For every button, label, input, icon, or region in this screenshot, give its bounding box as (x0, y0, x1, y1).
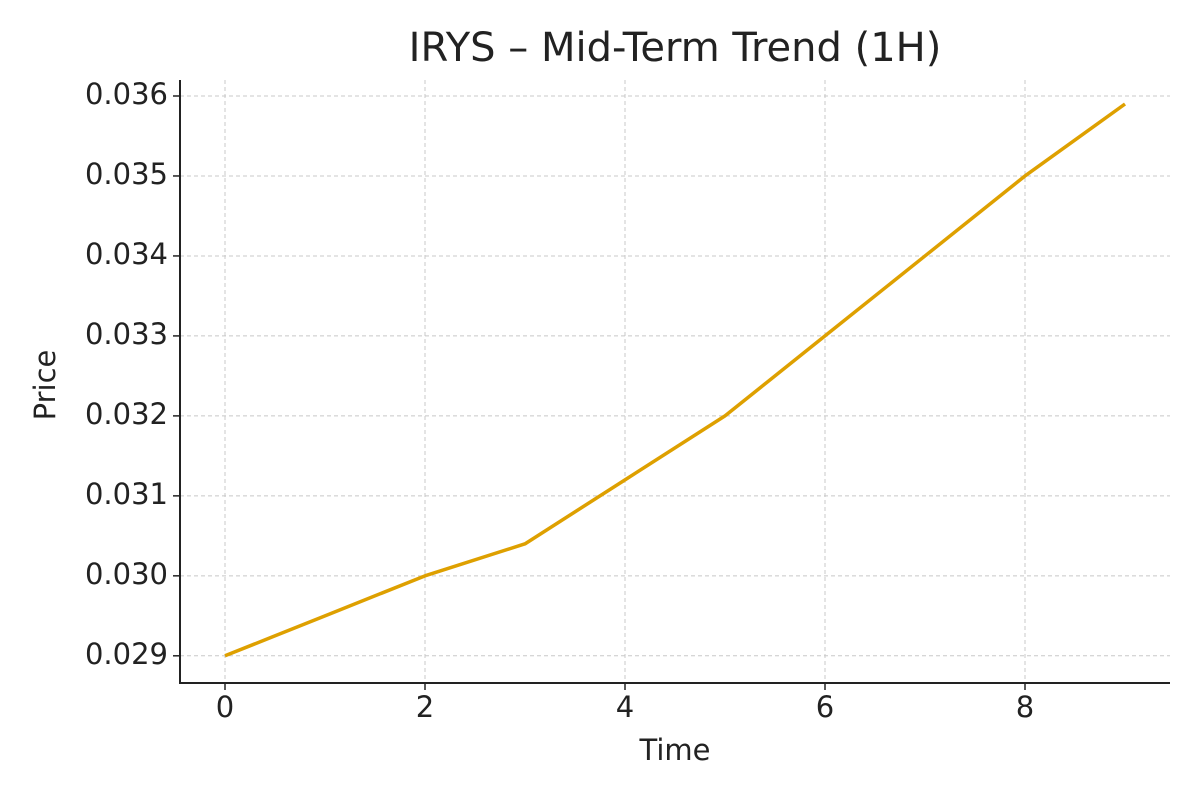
y-tick-label: 0.031 (85, 477, 168, 511)
y-tick-label: 0.029 (85, 637, 168, 671)
y-tick-label: 0.032 (85, 397, 168, 431)
y-tick-label: 0.036 (85, 77, 168, 111)
data-line (224, 102, 1127, 658)
x-axis-label: Time (639, 733, 711, 767)
y-tick-label: 0.035 (85, 157, 168, 191)
y-tick-label: 0.033 (85, 317, 168, 351)
x-tick-label: 8 (1016, 690, 1034, 724)
x-tick-label: 2 (416, 690, 434, 724)
y-tick-label: 0.034 (85, 237, 168, 271)
chart-title: IRYS – Mid-Term Trend (1H) (409, 25, 942, 71)
x-tick-label: 4 (616, 690, 634, 724)
y-axis-label: Price (28, 350, 62, 421)
x-tick-label: 0 (216, 690, 234, 724)
y-tick-label: 0.030 (85, 557, 168, 591)
x-tick-label: 6 (816, 690, 834, 724)
